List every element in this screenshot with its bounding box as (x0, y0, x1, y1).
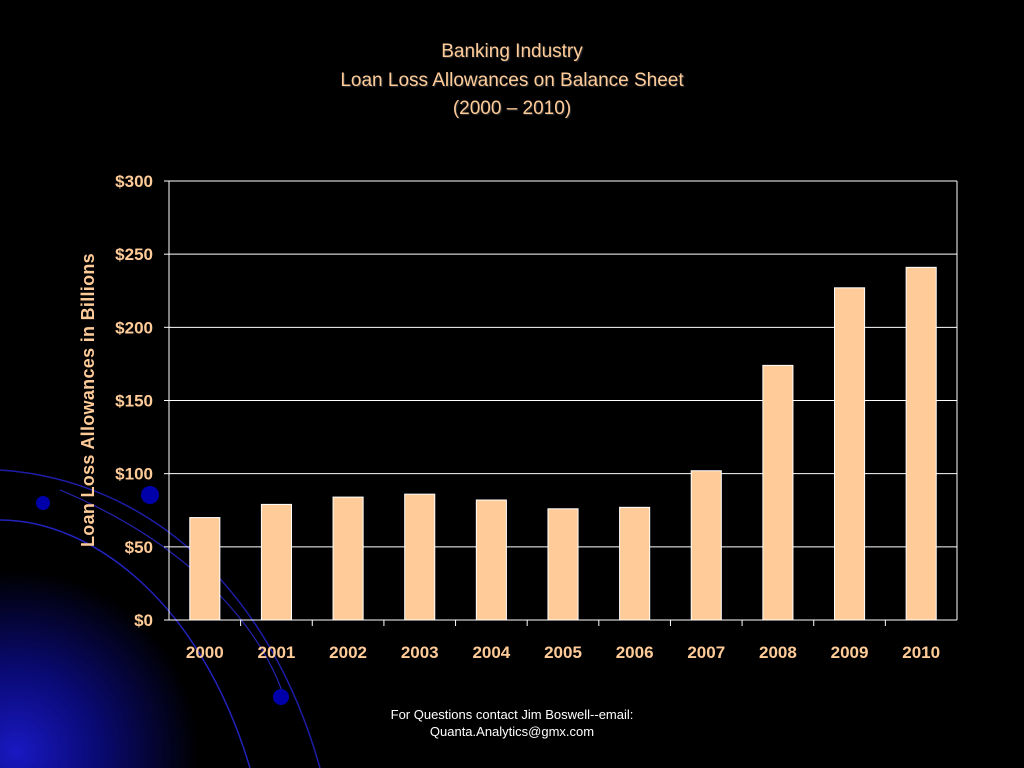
x-tick-label: 2005 (544, 643, 582, 662)
y-axis-label: Loan Loss Allowances in Billions (78, 253, 98, 547)
chart-title-line-1: Banking Industry (441, 41, 583, 62)
axes (164, 180, 958, 626)
bar-2003 (404, 493, 436, 621)
bar-2008 (762, 364, 794, 621)
x-tick-label: 2002 (329, 643, 367, 662)
bar-2000 (189, 517, 221, 621)
y-tick-labels: $0 $50 $100 $150 $200 $250 $300 (115, 172, 153, 630)
x-tick-label: 2000 (186, 643, 224, 662)
bar-2007 (690, 470, 722, 621)
bar-2004 (475, 499, 507, 621)
x-tick-label: 2009 (831, 643, 869, 662)
y-tick-label: $50 (125, 538, 153, 557)
x-tick-label: 2007 (687, 643, 725, 662)
bar-2002 (332, 496, 364, 621)
x-tick-label: 2006 (616, 643, 654, 662)
x-tick-label: 2008 (759, 643, 797, 662)
x-tick-labels: 2000 2001 2002 2003 2004 2005 2006 2007 2008 2009… (186, 643, 940, 662)
y-tick-label: $200 (115, 318, 153, 337)
y-tick-label: $250 (115, 245, 153, 264)
footer-email: Quanta.Analytics@gmx.com (429, 724, 595, 739)
footer-contact-line: For Questions contact Jim Boswell--email… (390, 707, 634, 722)
x-tick-label: 2010 (902, 643, 940, 662)
bars (189, 266, 937, 621)
y-tick-label: $150 (115, 392, 153, 411)
x-tick-label: 2001 (258, 643, 296, 662)
y-tick-label: $300 (115, 172, 153, 191)
x-tick-label: 2004 (472, 643, 510, 662)
bar-2001 (260, 503, 292, 621)
chart-title-line-3: (2000 – 2010) (452, 98, 572, 119)
x-tick-label: 2003 (401, 643, 439, 662)
chart-title-line-2: Loan Loss Allowances on Balance Sheet (340, 70, 684, 91)
bar-2010 (905, 266, 937, 621)
bar-2006 (619, 506, 651, 621)
y-tick-label: $100 (115, 465, 153, 484)
bar-2009 (834, 287, 866, 621)
y-tick-label: $0 (134, 611, 153, 630)
bar-2005 (547, 508, 579, 621)
